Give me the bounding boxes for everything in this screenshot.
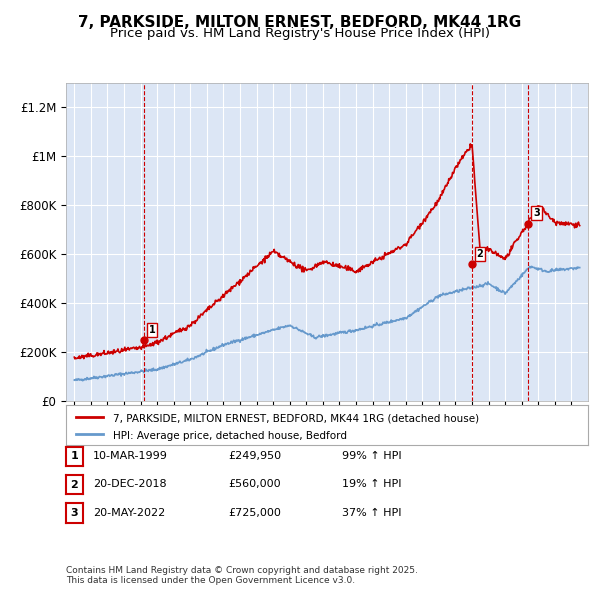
Text: Contains HM Land Registry data © Crown copyright and database right 2025.
This d: Contains HM Land Registry data © Crown c… [66, 566, 418, 585]
Text: 7, PARKSIDE, MILTON ERNEST, BEDFORD, MK44 1RG: 7, PARKSIDE, MILTON ERNEST, BEDFORD, MK4… [79, 15, 521, 30]
Text: 10-MAR-1999: 10-MAR-1999 [93, 451, 168, 461]
Text: 37% ↑ HPI: 37% ↑ HPI [342, 508, 401, 517]
Text: 2: 2 [71, 480, 78, 490]
Text: 2: 2 [476, 248, 483, 258]
Text: 20-DEC-2018: 20-DEC-2018 [93, 480, 167, 489]
Text: HPI: Average price, detached house, Bedford: HPI: Average price, detached house, Bedf… [113, 431, 347, 441]
Text: £249,950: £249,950 [228, 451, 281, 461]
Text: 19% ↑ HPI: 19% ↑ HPI [342, 480, 401, 489]
Text: 99% ↑ HPI: 99% ↑ HPI [342, 451, 401, 461]
Text: 1: 1 [71, 451, 78, 461]
Text: £725,000: £725,000 [228, 508, 281, 517]
Text: 20-MAY-2022: 20-MAY-2022 [93, 508, 165, 517]
Text: 1: 1 [149, 324, 155, 335]
Text: Price paid vs. HM Land Registry's House Price Index (HPI): Price paid vs. HM Land Registry's House … [110, 27, 490, 40]
Text: 7, PARKSIDE, MILTON ERNEST, BEDFORD, MK44 1RG (detached house): 7, PARKSIDE, MILTON ERNEST, BEDFORD, MK4… [113, 413, 479, 423]
Text: £560,000: £560,000 [228, 480, 281, 489]
Text: 3: 3 [71, 508, 78, 518]
Text: 3: 3 [533, 208, 540, 218]
